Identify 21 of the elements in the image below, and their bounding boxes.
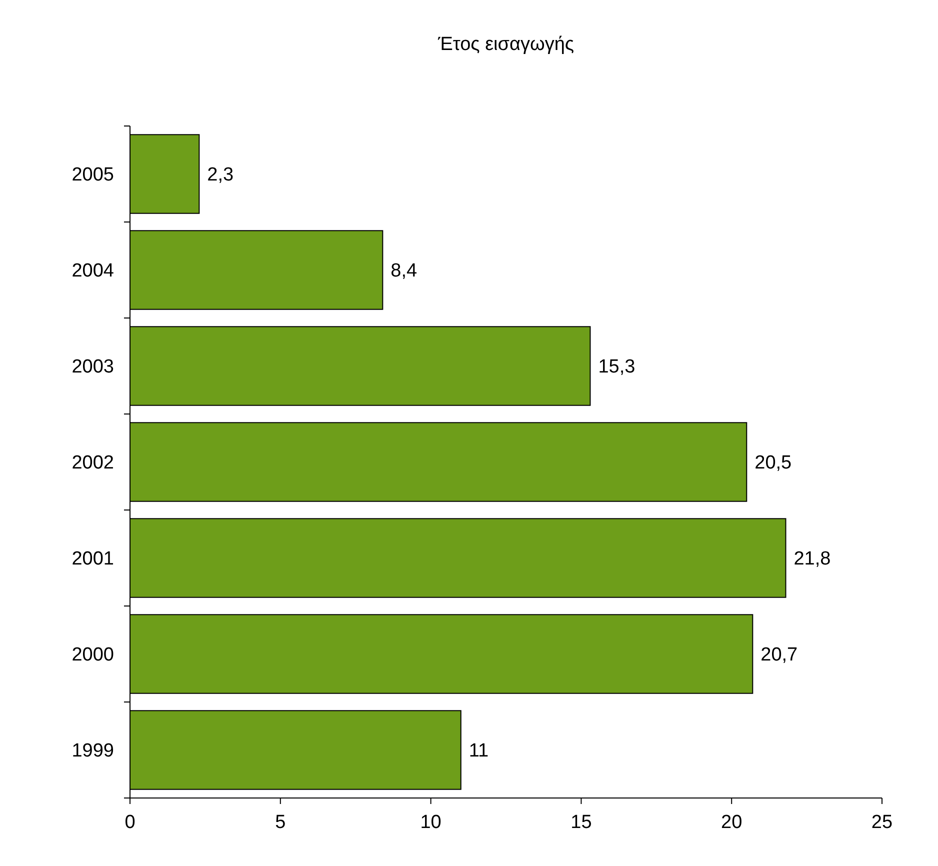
y-tick-label: 1999 (72, 740, 114, 762)
data-label: 20,5 (754, 452, 792, 474)
y-tick-label: 2004 (72, 260, 114, 282)
data-label: 21,8 (794, 548, 831, 570)
y-tick-label: 2001 (72, 548, 114, 570)
x-tick-label: 10 (420, 812, 442, 833)
y-tick-label: 2005 (72, 164, 114, 186)
y-tick-label: 2002 (72, 452, 114, 474)
data-label: 11 (468, 740, 489, 762)
chart-title: Έτος εισαγωγής (436, 34, 574, 55)
x-tick-label: 20 (721, 812, 742, 833)
x-tick-label: 15 (570, 812, 592, 833)
data-label: 15,3 (598, 356, 636, 378)
x-tick-label: 0 (124, 812, 136, 833)
y-tick-label: 2003 (72, 356, 114, 378)
y-tick-label: 2000 (72, 644, 114, 666)
x-tick-label: 5 (275, 812, 286, 833)
x-tick-label: 25 (871, 812, 893, 833)
data-label: 2,3 (207, 164, 234, 186)
data-label: 8,4 (390, 260, 418, 282)
data-label: 20,7 (760, 644, 798, 666)
